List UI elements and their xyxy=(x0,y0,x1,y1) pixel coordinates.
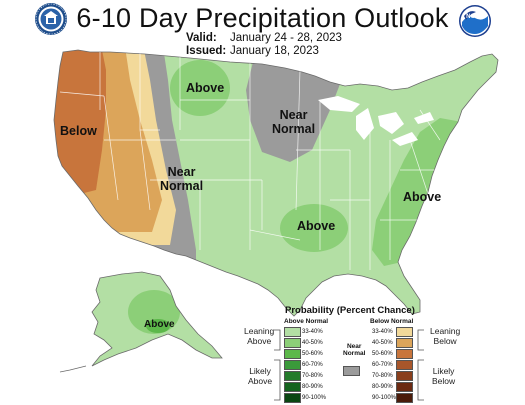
doc-seal-icon xyxy=(35,3,67,35)
legend-likely-below-line1: Likely xyxy=(432,366,455,376)
valid-label: Valid: xyxy=(186,32,217,44)
legend-above-label: 80-90% xyxy=(302,384,323,390)
legend-likely-below: Likely Below xyxy=(432,366,455,386)
legend-below-label: 33-40% xyxy=(372,329,393,335)
validity-info: Valid: January 24 - 28, 2023 Issued: Janua… xyxy=(186,32,342,58)
label-above-south: Above xyxy=(297,219,336,233)
legend-title: Probability (Percent Chance) xyxy=(285,305,415,316)
legend-likely-below-line2: Below xyxy=(432,376,456,386)
legend-below-label: 60-70% xyxy=(372,362,393,368)
legend-below-label: 40-50% xyxy=(372,340,393,346)
legend-below-label: 80-90% xyxy=(372,384,393,390)
legend-above-label: 90-100% xyxy=(302,395,327,401)
label-near-normal-west: Near Normal xyxy=(160,165,203,193)
label-above-north: Above xyxy=(186,81,225,95)
legend-below-label: 50-60% xyxy=(372,351,393,357)
legend-near-header: Near Normal xyxy=(343,343,365,357)
label-above-alaska: Above xyxy=(144,319,175,330)
label-near-normal-north-line1: Near xyxy=(279,108,308,122)
legend-above-swatch xyxy=(284,393,301,403)
legend-above-label: 40-50% xyxy=(302,340,323,346)
label-near-normal-north: Near Normal xyxy=(272,108,315,136)
legend-below-label: 70-80% xyxy=(372,373,393,379)
legend-likely-above: Likely Above xyxy=(248,366,272,386)
legend-leaning-above-line2: Above xyxy=(247,336,272,346)
label-near-normal-west-line2: Normal xyxy=(160,179,204,193)
legend-leaning-below: Leaning Below xyxy=(430,326,460,346)
issued-date: January 18, 2023 xyxy=(230,45,319,57)
legend-above-swatch xyxy=(284,371,301,381)
legend-above-swatch xyxy=(284,382,301,392)
legend-above-swatch xyxy=(284,360,301,370)
legend-above-label: 60-70% xyxy=(302,362,323,368)
legend-leaning-above-line1: Leaning xyxy=(244,326,275,336)
valid-dates: January 24 - 28, 2023 xyxy=(230,32,342,44)
legend-leaning-below-line2: Below xyxy=(433,336,457,346)
legend-below-swatch xyxy=(396,327,413,337)
label-near-normal-north-line2: Normal xyxy=(272,122,316,136)
legend-below-swatch xyxy=(396,371,413,381)
legend-above-label: 33-40% xyxy=(302,329,323,335)
legend-above-label: 50-60% xyxy=(302,351,323,357)
legend-near-swatch xyxy=(343,366,360,376)
legend-below-swatch xyxy=(396,349,413,359)
noaa-logo-icon: NOAA xyxy=(459,5,491,37)
legend-below-swatch xyxy=(396,382,413,392)
legend-leaning-below-line1: Leaning xyxy=(430,326,461,336)
legend-above-swatch xyxy=(284,327,301,337)
legend-likely-above-line1: Likely xyxy=(249,366,271,376)
label-near-normal-west-line1: Near xyxy=(167,165,196,179)
issued-label: Issued: xyxy=(186,45,227,57)
legend-below-label: 90-100% xyxy=(372,395,397,401)
page-title: 6-10 Day Precipitation Outlook xyxy=(76,3,449,33)
legend-likely-above-line2: Above xyxy=(248,376,273,386)
label-above-east: Above xyxy=(403,190,442,204)
noaa-logo-text: NOAA xyxy=(466,14,484,20)
legend-above-swatch xyxy=(284,338,301,348)
legend-below-swatch xyxy=(396,360,413,370)
legend-above-header: Above Normal xyxy=(284,318,329,325)
label-below-west: Below xyxy=(60,124,97,138)
legend-above-swatch xyxy=(284,349,301,359)
legend-above-label: 70-80% xyxy=(302,373,323,379)
legend-near-header-line1: Near xyxy=(346,343,362,350)
legend-below-header: Below Normal xyxy=(370,318,414,325)
legend-leaning-above: Leaning Above xyxy=(244,326,274,346)
legend-near-header-line2: Normal xyxy=(343,350,366,357)
legend-below-swatch xyxy=(396,393,413,403)
legend-below-swatch xyxy=(396,338,413,348)
